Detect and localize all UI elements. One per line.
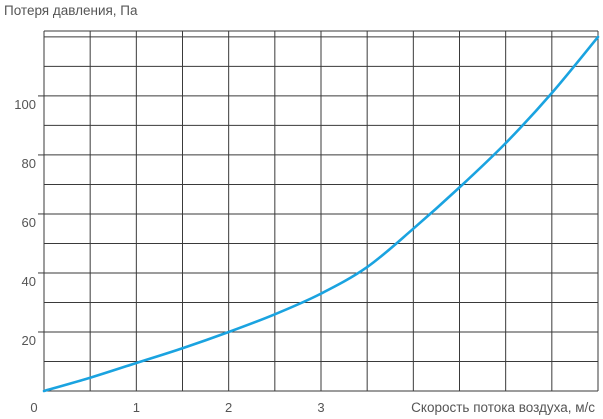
x-tick-label: 3 (317, 400, 324, 415)
y-tick-label: 20 (22, 333, 36, 348)
series-line (42, 35, 600, 393)
x-axis-title: Скорость потока воздуха, м/с (411, 400, 595, 415)
y-tick-label: 60 (22, 215, 36, 230)
y-tick-label: 80 (22, 156, 36, 171)
y-tick-label: 40 (22, 274, 36, 289)
x-tick-label: 2 (225, 400, 232, 415)
x-tick-label: 1 (133, 400, 140, 415)
y-axis-title: Потеря давления, Па (4, 3, 138, 18)
x-tick-label: 0 (30, 400, 37, 415)
y-tick-label: 100 (14, 97, 36, 112)
